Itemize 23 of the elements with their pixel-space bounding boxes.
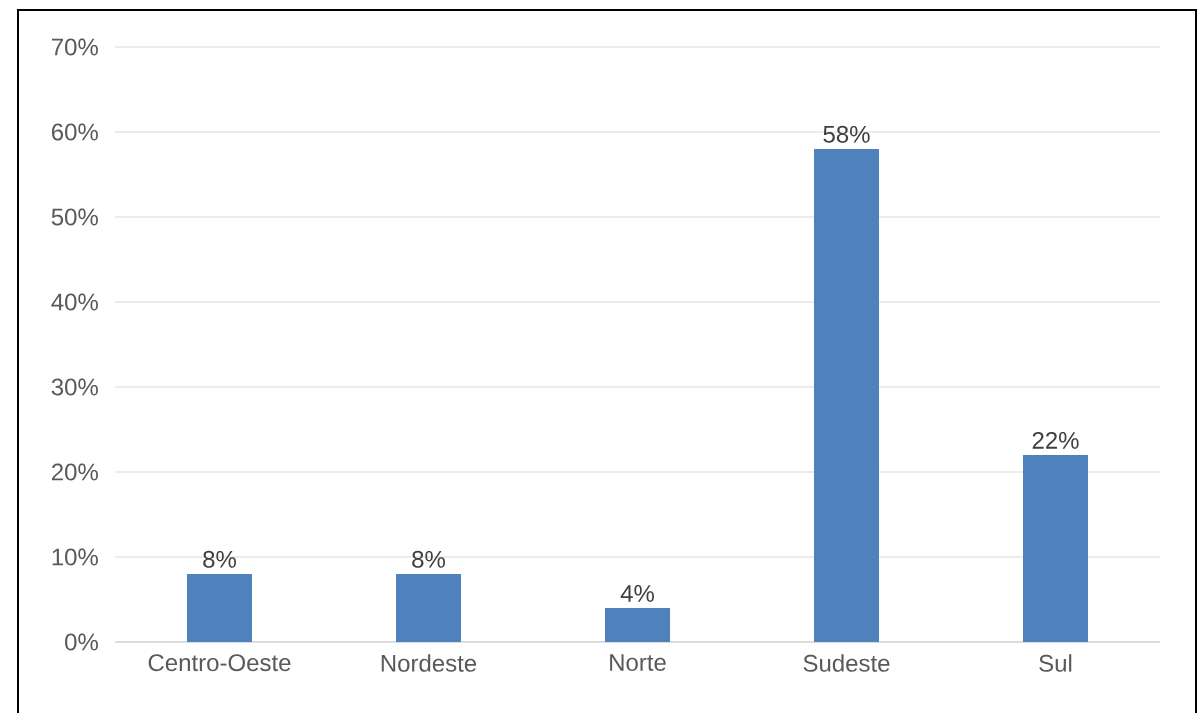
x-tick-label: Nordeste [381, 654, 477, 672]
y-tick-label: 10% [52, 548, 98, 566]
x-tick-label: Sudeste [803, 654, 890, 672]
bar [814, 149, 880, 642]
y-tick-label: 40% [51, 293, 98, 311]
y-tick-label: 0% [65, 633, 98, 651]
data-label: 4% [620, 585, 654, 602]
data-label: 8% [203, 550, 236, 568]
bar [396, 574, 462, 642]
data-label: 58% [823, 125, 870, 143]
y-tick-label: 50% [51, 208, 98, 226]
y-tick-label: 30% [51, 378, 98, 396]
data-label: 8% [412, 550, 445, 568]
x-tick-label: Norte [610, 654, 666, 671]
y-tick-label: 60% [51, 123, 98, 141]
x-tick-label: Centro-Oeste [148, 654, 291, 672]
bar [187, 574, 253, 642]
bar [1023, 455, 1089, 642]
y-tick-label: 70% [51, 38, 98, 56]
bar [605, 608, 671, 642]
x-tick-label: Sul [1039, 654, 1072, 672]
y-tick-label: 20% [51, 463, 98, 481]
data-label: 22% [1032, 431, 1079, 449]
